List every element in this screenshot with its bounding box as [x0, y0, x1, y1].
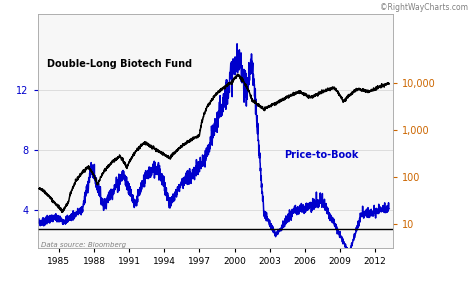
- Text: Double-Long Biotech Fund: Double-Long Biotech Fund: [47, 59, 193, 69]
- Text: ©RightWayCharts.com: ©RightWayCharts.com: [380, 3, 468, 12]
- Text: Price-to-Book: Price-to-Book: [284, 149, 358, 160]
- Text: Data source: Bloomberg: Data source: Bloomberg: [41, 242, 126, 248]
